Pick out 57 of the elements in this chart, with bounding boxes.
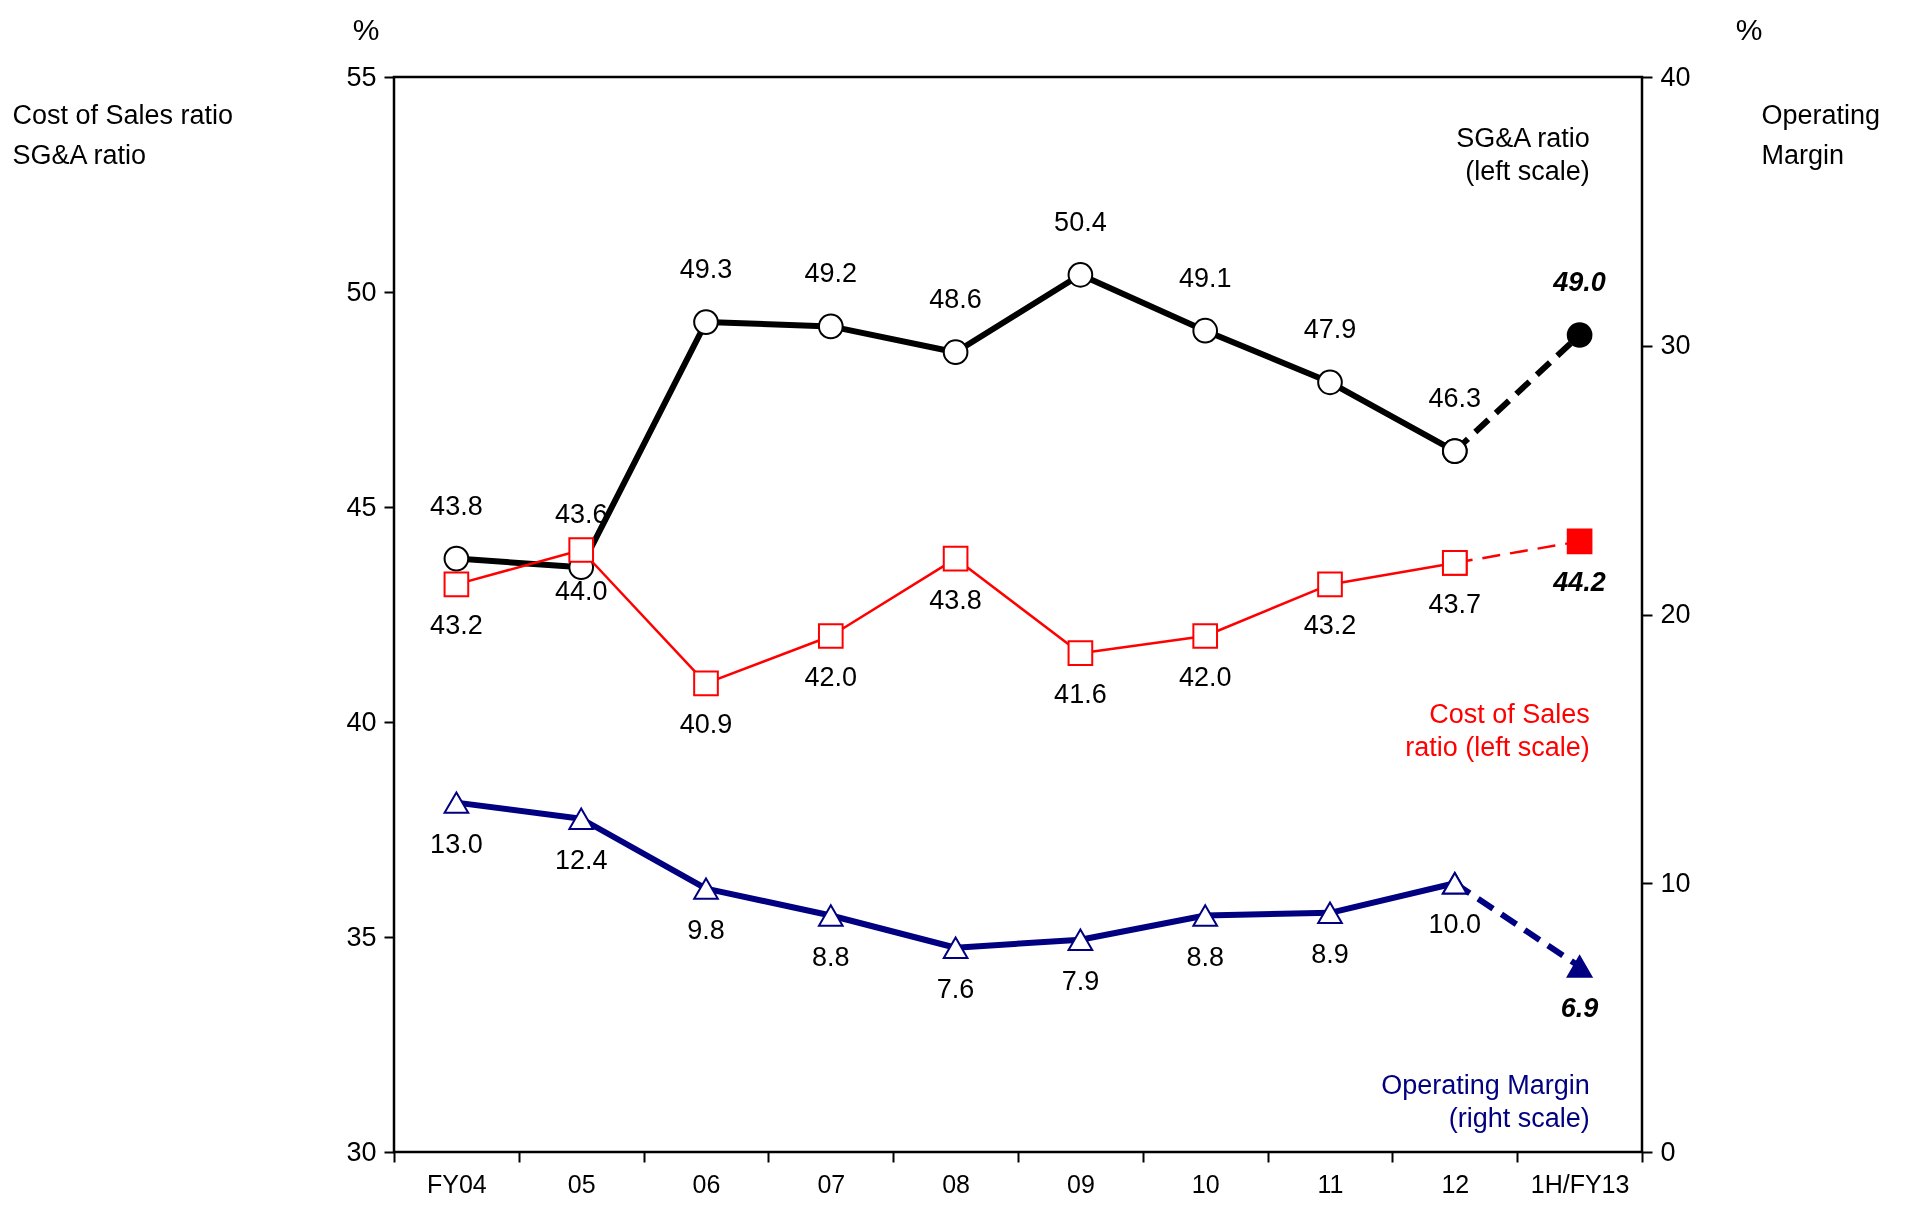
- x-tick-label: 1H/FY13: [1530, 1169, 1630, 1198]
- data-label: 13.0: [430, 828, 483, 859]
- data-label: 43.2: [1303, 610, 1357, 641]
- data-label: 43.8: [430, 490, 483, 521]
- data-label: 9.8: [687, 914, 725, 945]
- y-tick-label: 50: [346, 276, 377, 307]
- data-label: 8.9: [1311, 938, 1349, 969]
- y2-tick-label: 40: [1660, 61, 1691, 92]
- y2-tick-label: 30: [1660, 330, 1691, 361]
- y-axis-title: Cost of Sales ratio SG&A ratio: [12, 99, 234, 170]
- x-tick-label: 11: [1317, 1169, 1344, 1198]
- y-tick-label: 55: [346, 61, 377, 92]
- data-label: 44.2: [1552, 567, 1606, 598]
- y2-tick-label: 10: [1660, 867, 1691, 898]
- x-tick-label: 10: [1191, 1169, 1220, 1198]
- x-tick-label: 09: [1066, 1169, 1095, 1198]
- y-tick-label: 40: [346, 706, 377, 737]
- y-tick-label: 45: [346, 491, 377, 522]
- x-tick-label: 12: [1441, 1169, 1470, 1198]
- data-label: 50.4: [1054, 206, 1107, 237]
- x-tick-label: 06: [692, 1169, 721, 1198]
- text: %: [352, 13, 380, 46]
- data-label: 42.0: [804, 662, 858, 692]
- data-label: 7.6: [936, 973, 975, 1004]
- data-label: 43.2: [430, 610, 483, 641]
- y2-tick-label: 0: [1660, 1136, 1676, 1167]
- data-label: 8.8: [812, 941, 850, 972]
- data-label: 44.0: [554, 576, 608, 606]
- x-tick-label: 08: [942, 1169, 971, 1198]
- y2-axis-title: Operating Margin: [1761, 99, 1881, 170]
- y-tick-label: 30: [346, 1136, 377, 1167]
- data-label: 8.8: [1186, 941, 1224, 972]
- data-label: 49.1: [1178, 262, 1232, 293]
- y-tick-label: 35: [346, 921, 377, 952]
- data-label: 42.0: [1178, 662, 1232, 692]
- data-label: 47.9: [1303, 314, 1357, 345]
- data-label: 6.9: [1560, 992, 1599, 1023]
- data-label: 12.4: [554, 844, 608, 875]
- data-label: 49.0: [1552, 267, 1606, 297]
- data-label: 7.9: [1061, 965, 1100, 996]
- x-tick-label: 05: [567, 1169, 596, 1198]
- data-label: 48.6: [929, 284, 982, 315]
- data-label: 43.8: [929, 584, 982, 615]
- data-label: 49.2: [804, 258, 858, 289]
- data-label: 46.3: [1428, 383, 1482, 414]
- text: Cost of Sales ratio (left scale): [1405, 698, 1590, 762]
- data-label: 43.7: [1428, 588, 1482, 619]
- y2-tick-label: 20: [1660, 599, 1691, 629]
- text: %: [1735, 13, 1763, 46]
- data-label: 41.6: [1054, 679, 1107, 710]
- data-label: 49.3: [679, 254, 733, 285]
- text: SG&A ratio (left scale): [1456, 123, 1590, 187]
- text: Operating Margin (right scale): [1381, 1070, 1590, 1134]
- data-label: 40.9: [679, 709, 733, 740]
- x-tick-label: FY04: [427, 1169, 487, 1198]
- x-tick-label: 07: [817, 1169, 846, 1198]
- data-label: 10.0: [1428, 909, 1482, 940]
